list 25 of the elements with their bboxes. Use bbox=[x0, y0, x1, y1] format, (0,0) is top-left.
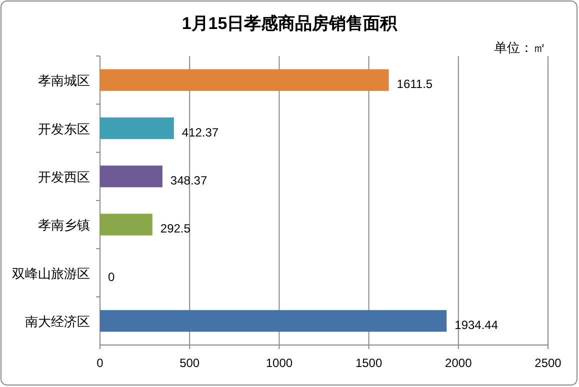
x-tick-label: 1500 bbox=[355, 356, 382, 370]
x-tick-label: 500 bbox=[180, 356, 200, 370]
bar bbox=[100, 117, 174, 140]
data-label: 0 bbox=[108, 270, 115, 284]
y-tick-label: 孝南乡镇 bbox=[38, 218, 90, 233]
bar bbox=[100, 214, 152, 236]
y-tick-label: 双峰山旅游区 bbox=[12, 266, 90, 281]
data-label: 348.37 bbox=[170, 173, 208, 188]
text: 单位：㎡ bbox=[494, 40, 546, 55]
x-tick-label: 1000 bbox=[266, 356, 293, 370]
data-label: 1611.5 bbox=[396, 77, 433, 92]
y-tick-label: 孝南城区 bbox=[38, 73, 90, 88]
bar bbox=[100, 310, 447, 332]
bar bbox=[100, 69, 389, 91]
chart-title: 1月15日孝感商品房销售面积 bbox=[182, 14, 398, 33]
x-tick-label: 2000 bbox=[445, 356, 472, 370]
data-label: 412.37 bbox=[182, 125, 219, 140]
y-tick-label: 开发东区 bbox=[38, 121, 90, 136]
y-tick-label: 南大经济区 bbox=[25, 314, 90, 329]
data-label: 1934.44 bbox=[454, 318, 498, 332]
data-label: 292.5 bbox=[160, 222, 191, 236]
bar bbox=[100, 166, 162, 188]
y-tick-label: 开发西区 bbox=[38, 169, 90, 184]
x-tick-label: 2500 bbox=[534, 356, 562, 370]
x-tick-label: 0 bbox=[96, 356, 104, 370]
